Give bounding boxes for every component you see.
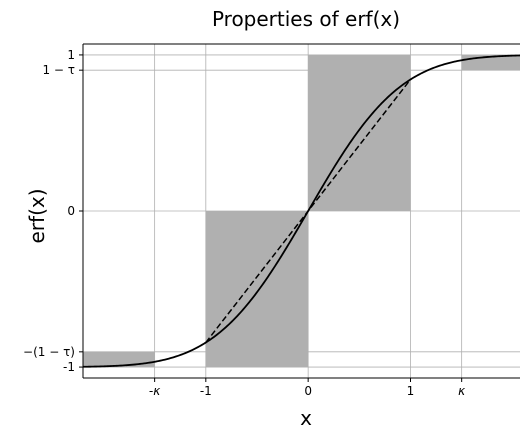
x-tick-label-5: κ	[458, 384, 466, 398]
y-tick-label-4: −(1 − τ)	[23, 345, 75, 359]
y-axis-label: erf(x)	[25, 188, 49, 243]
chart-title: Properties of erf(x)	[212, 7, 400, 31]
shaded-region-2	[205, 211, 309, 368]
x-tick-label-3: 0	[304, 384, 312, 398]
x-tick-label-2: -1	[200, 384, 212, 398]
x-tick-label-1: -κ	[149, 384, 161, 398]
y-tick-label-3: 0	[67, 204, 75, 218]
y-tick-label-1: 1	[67, 48, 75, 62]
y-tick-label-2: 1 − τ	[42, 63, 75, 77]
shaded-region-3	[308, 54, 411, 211]
x-tick-label-4: 1	[407, 384, 415, 398]
x-axis-label: x	[300, 406, 312, 429]
erf-curve-series	[82, 54, 520, 368]
shaded-region-1	[83, 351, 155, 368]
y-tick-label-5: -1	[63, 360, 75, 374]
